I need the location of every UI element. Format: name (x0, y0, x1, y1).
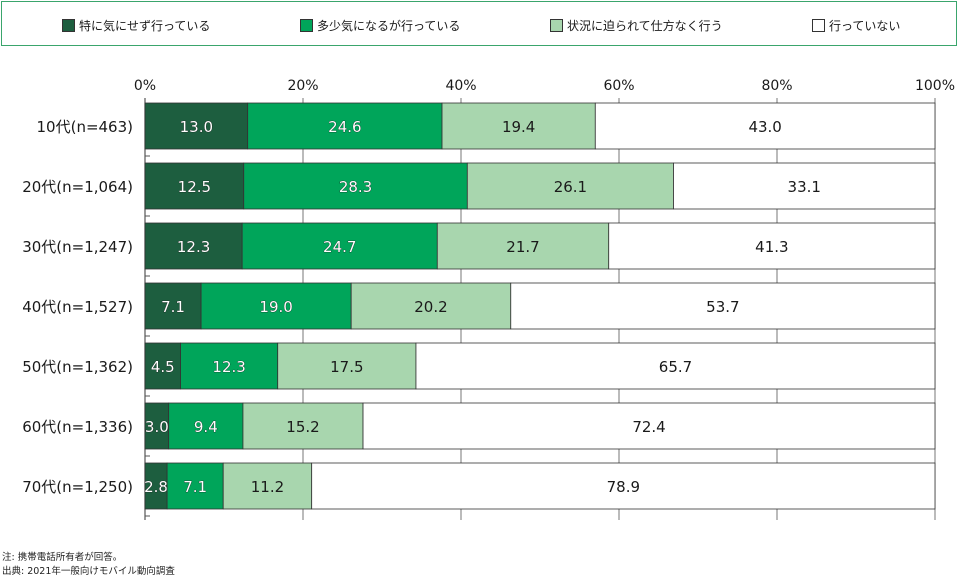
data-label: 12.5 (178, 178, 211, 196)
data-label: 7.1 (183, 478, 207, 496)
data-label: 20.2 (414, 298, 447, 316)
category-label: 20代(n=1,064) (22, 178, 133, 196)
data-label: 53.7 (706, 298, 739, 316)
bar-segment (180, 342, 279, 390)
data-label: 17.5 (330, 358, 363, 376)
source-note: 出典: 2021年一般向けモバイル動向調査 (2, 566, 175, 577)
legend-swatch (300, 18, 313, 32)
legend-item: 特に気にせず行っている (62, 17, 210, 33)
x-tick-label: 100% (915, 78, 955, 94)
x-tick-label: 0% (134, 78, 156, 94)
bar-segment (608, 222, 936, 270)
legend-item: 状況に迫られて仕方なく行う (550, 17, 723, 33)
x-tick-label: 40% (445, 78, 476, 94)
data-label: 11.2 (251, 478, 284, 496)
data-label: 33.1 (788, 178, 821, 196)
category-label: 50代(n=1,362) (22, 358, 133, 376)
bar-segment (222, 462, 313, 510)
bar-segment (673, 162, 936, 210)
legend-label: 特に気にせず行っている (79, 18, 211, 33)
legend-swatch (812, 18, 825, 32)
data-label: 41.3 (755, 238, 788, 256)
data-label: 9.4 (194, 418, 218, 436)
legend-label: 行っていない (829, 18, 901, 33)
category-label: 30代(n=1,247) (22, 238, 133, 256)
bar-segment (241, 222, 438, 270)
bar-segment (311, 462, 936, 510)
data-label: 24.7 (323, 238, 356, 256)
data-label: 26.1 (554, 178, 587, 196)
legend-item: 行っていない (812, 17, 900, 33)
x-tick-label: 60% (603, 78, 634, 94)
category-label: 70代(n=1,250) (22, 478, 133, 496)
bar-segment (594, 102, 936, 150)
x-tick-label: 20% (287, 78, 318, 94)
legend-swatch (62, 18, 75, 32)
bar-segment (247, 102, 443, 150)
data-label: 3.0 (145, 418, 169, 436)
data-label: 15.2 (286, 418, 319, 436)
bar-segment (168, 402, 244, 450)
data-label: 12.3 (177, 238, 210, 256)
bar-segment (243, 162, 468, 210)
bar-segment (144, 342, 181, 390)
bar-segment (362, 402, 936, 450)
bar-segment (277, 342, 417, 390)
bar-segment (144, 282, 202, 330)
legend-label: 多少気になるが行っている (317, 18, 461, 33)
data-label: 72.4 (632, 418, 665, 436)
data-label: 43.0 (748, 118, 781, 136)
category-label: 40代(n=1,527) (22, 298, 133, 316)
legend: 特に気にせず行っている 多少気になるが行っている 状況に迫られて仕方なく行う 行ってい… (1, 1, 957, 46)
bar-segment (441, 102, 596, 150)
data-label: 78.9 (607, 478, 640, 496)
category-label: 10代(n=463) (37, 118, 134, 136)
data-label: 7.1 (161, 298, 185, 316)
data-label: 4.5 (151, 358, 175, 376)
bar-segment (436, 222, 610, 270)
legend-swatch (550, 18, 563, 32)
data-label: 13.0 (180, 118, 213, 136)
footnote: 注: 携帯電話所有者が回答。 (2, 552, 123, 563)
bar-segment (350, 282, 512, 330)
legend-label: 状況に迫られて仕方なく行う (567, 18, 723, 33)
bar-segment (200, 282, 352, 330)
bar-segment (144, 222, 243, 270)
bar-segment (242, 402, 364, 450)
data-label: 12.3 (212, 358, 245, 376)
bar-segment (144, 162, 245, 210)
x-tick-label: 80% (761, 78, 792, 94)
data-label: 2.8 (144, 478, 168, 496)
bar-segment (510, 282, 936, 330)
category-label: 60代(n=1,336) (22, 418, 133, 436)
data-label: 19.4 (502, 118, 535, 136)
data-label: 28.3 (339, 178, 372, 196)
data-label: 65.7 (659, 358, 692, 376)
data-label: 21.7 (506, 238, 539, 256)
data-label: 19.0 (259, 298, 292, 316)
legend-item: 多少気になるが行っている (300, 17, 460, 33)
data-label: 24.6 (328, 118, 361, 136)
bar-segment (466, 162, 674, 210)
bar-segment (415, 342, 936, 390)
